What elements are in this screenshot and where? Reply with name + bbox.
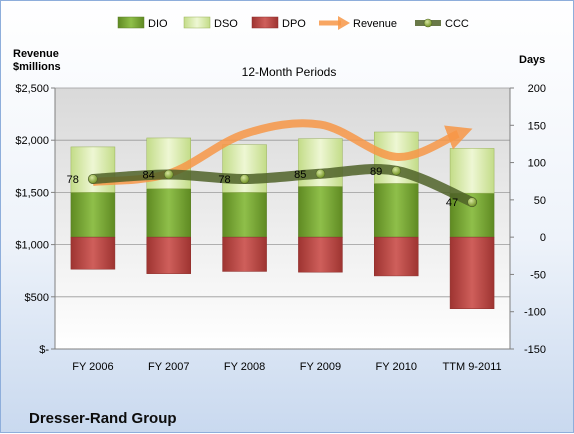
ccc-data-label: 84 [143, 170, 155, 182]
left-tick-label: $1,500 [15, 187, 49, 199]
left-tick-label: $500 [25, 292, 49, 304]
right-axis-ticks: -150 -100 -50 0 50 100 150 200 [510, 83, 546, 356]
left-axis-title-line2: $millions [13, 61, 61, 73]
legend: DIO DSO DPO Revenue CCC [117, 16, 469, 30]
legend-label-revenue: Revenue [353, 18, 397, 30]
ccc-point [239, 174, 250, 184]
bar-dio [70, 192, 116, 238]
legend-swatch-dio [117, 16, 145, 29]
gridlines [55, 87, 510, 298]
legend-label-dio: DIO [148, 18, 168, 30]
legend-swatch-dso [183, 16, 211, 29]
bar-dio [374, 183, 419, 238]
ccc-line [87, 164, 478, 208]
left-tick-label: $- [39, 344, 49, 356]
right-tick-label: 0 [540, 232, 546, 244]
plot-area [55, 88, 510, 349]
ccc-series: 78 84 78 85 89 47 [67, 164, 478, 209]
right-tick-label: -150 [524, 344, 546, 356]
right-tick-label: 100 [528, 158, 546, 170]
left-tick-label: $1,000 [15, 240, 49, 252]
bar-dio [222, 192, 267, 238]
category-label: TTM 9-2011 [443, 361, 502, 373]
right-tick-label: -100 [524, 307, 546, 319]
ccc-point [391, 165, 402, 176]
bar-dio [298, 186, 343, 238]
ccc-data-label: 47 [446, 197, 458, 209]
left-axis-title-line1: Revenue [13, 48, 59, 60]
left-axis-ticks: $- $500 $1,000 $1,500 $2,000 $2,500 [15, 83, 55, 356]
bar-dio [146, 188, 191, 238]
bar-dpo [449, 236, 495, 309]
ccc-point [88, 174, 98, 184]
legend-swatch-dpo [251, 16, 279, 29]
bar-dpo [374, 236, 419, 277]
right-tick-label: -50 [530, 269, 546, 281]
legend-item-dio: DIO [117, 16, 168, 30]
bar-dpo [298, 236, 343, 273]
category-label: FY 2009 [300, 361, 341, 373]
right-tick-label: 50 [534, 195, 546, 207]
left-tick-label: $2,500 [15, 83, 49, 95]
category-labels: FY 2006 FY 2007 FY 2008 FY 2009 FY 2010 TTM 9… [72, 361, 501, 373]
legend-label-dso: DSO [214, 18, 238, 30]
ccc-point [163, 169, 174, 180]
legend-label-dpo: DPO [282, 18, 306, 30]
ccc-point [315, 168, 326, 179]
right-tick-label: 200 [528, 83, 546, 95]
category-label: FY 2008 [224, 361, 265, 373]
bar-dpo [146, 236, 191, 274]
ccc-data-label: 78 [218, 174, 230, 186]
bar-dpo [70, 236, 116, 270]
category-label: FY 2010 [376, 361, 417, 373]
left-tick-label: $2,000 [15, 135, 49, 147]
legend-item-ccc: CCC [415, 18, 469, 30]
category-label: FY 2006 [72, 361, 113, 373]
bar-dso [449, 148, 495, 194]
legend-item-revenue: Revenue [319, 16, 397, 30]
ccc-data-label: 78 [67, 174, 79, 186]
chart-title: 12-Month Periods [242, 65, 337, 79]
ccc-data-label: 89 [370, 166, 382, 178]
legend-dot-icon [423, 18, 433, 28]
legend-label-ccc: CCC [445, 18, 469, 30]
ccc-data-label: 85 [294, 169, 306, 181]
legend-item-dpo: DPO [251, 16, 306, 30]
category-label: FY 2007 [148, 361, 189, 373]
bars [70, 131, 495, 309]
legend-arrow-icon [338, 16, 350, 30]
company-name: Dresser-Rand Group [29, 410, 177, 427]
ccc-point [467, 197, 477, 207]
right-axis-title: Days [519, 54, 545, 66]
right-tick-label: 150 [528, 120, 546, 132]
legend-item-dso: DSO [183, 16, 238, 30]
bar-dpo [222, 236, 267, 272]
bar-dso [222, 144, 267, 193]
